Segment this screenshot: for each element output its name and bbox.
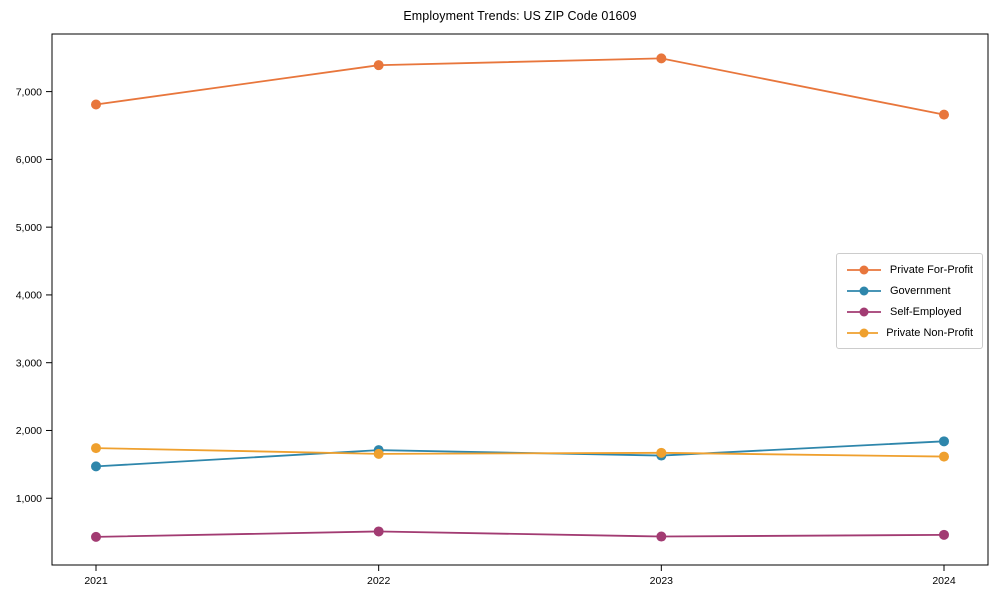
series-marker-private-for-profit: [91, 99, 101, 110]
x-tick-label: 2022: [367, 575, 391, 587]
y-tick-label: 5,000: [16, 222, 42, 234]
y-tick-label: 3,000: [16, 357, 42, 369]
x-tick-label: 2021: [84, 575, 108, 587]
series-marker-self-employed: [939, 529, 949, 540]
legend-line-marker-icon: [847, 286, 881, 296]
series-marker-private-for-profit: [373, 60, 384, 71]
legend-label: Government: [890, 285, 951, 297]
chart-legend: Private For-Profit Government Self-Employe…: [836, 253, 983, 349]
legend-item-private-non-profit: Private Non-Profit: [846, 325, 973, 341]
legend-item-self-employed: Self-Employed: [846, 304, 973, 320]
y-tick-label: 1,000: [16, 493, 42, 505]
series-line-private-for-profit: [95, 57, 945, 116]
legend-line-marker-icon: [847, 265, 881, 275]
series-marker-self-employed: [373, 526, 384, 537]
series-marker-private-non-profit: [939, 451, 949, 462]
series-marker-government: [939, 436, 949, 447]
y-tick-label: 7,000: [16, 86, 42, 98]
y-tick-label: 6,000: [16, 154, 42, 166]
series-marker-self-employed: [91, 531, 101, 542]
series-marker-self-employed: [656, 531, 667, 542]
legend-item-government: Government: [846, 283, 973, 299]
series-marker-private-non-profit: [373, 448, 384, 459]
y-tick-label: 4,000: [16, 290, 42, 302]
series-marker-private-non-profit: [91, 443, 101, 454]
series-marker-private-non-profit: [656, 447, 667, 458]
series-line-self-employed: [95, 530, 945, 538]
series-marker-private-for-profit: [656, 53, 667, 64]
legend-label: Private Non-Profit: [886, 327, 973, 339]
legend-item-private-for-profit: Private For-Profit: [846, 262, 973, 278]
legend-line-marker-icon: [847, 328, 879, 338]
series-marker-private-for-profit: [939, 109, 949, 120]
chart-title: Employment Trends: US ZIP Code 01609: [403, 9, 637, 23]
axes-frame: [51, 33, 989, 566]
legend-label: Self-Employed: [890, 306, 962, 318]
x-tick-label: 2023: [650, 575, 674, 587]
series-marker-government: [91, 461, 101, 472]
x-tick-label: 2024: [932, 575, 956, 587]
y-tick-label: 2,000: [16, 425, 42, 437]
legend-label: Private For-Profit: [889, 264, 973, 276]
legend-line-marker-icon: [847, 307, 881, 317]
series-line-private-non-profit: [95, 447, 945, 458]
